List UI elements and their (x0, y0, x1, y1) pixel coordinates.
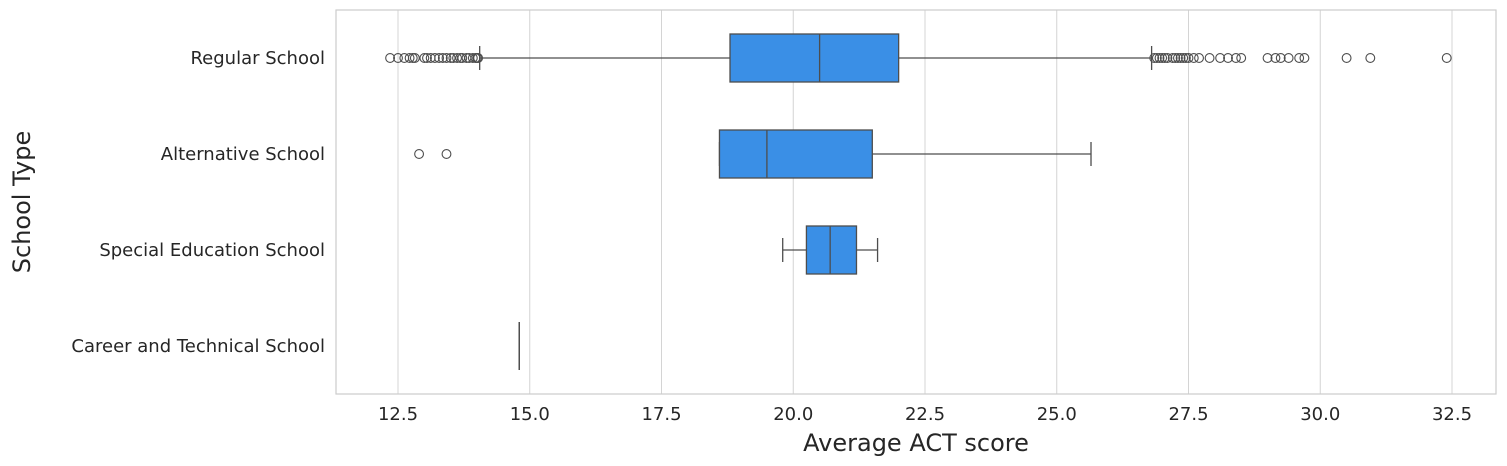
outlier-point (473, 53, 484, 63)
outlier-point (1167, 53, 1178, 63)
outlier-point (1175, 53, 1186, 63)
outlier-point (429, 53, 440, 63)
grid-lines (397, 10, 1453, 394)
y-tick-label: Special Education School (99, 240, 325, 261)
box-iqr (729, 33, 900, 83)
outlier-point (399, 53, 410, 63)
outlier-point (393, 53, 403, 63)
x-tick-label: 25.0 (1037, 404, 1077, 425)
outlier-point (1149, 53, 1160, 63)
x-tick-label: 12.5 (378, 404, 418, 425)
outlier-point (434, 53, 445, 63)
outlier-point (1294, 53, 1305, 63)
outlier-point (1236, 53, 1247, 63)
outlier-point (1204, 53, 1215, 63)
plot-area-frame (335, 9, 1497, 395)
outlier-point (1365, 53, 1376, 63)
outlier-point (1270, 53, 1281, 63)
outlier-point (1157, 53, 1168, 63)
outlier-point (467, 53, 478, 63)
outlier-point (437, 53, 448, 63)
x-axis-ticks: 12.5 15.0 17.5 20.0 22.5 25.0 27.5 30.0 32.5 (378, 404, 1472, 425)
outlier-point (441, 53, 452, 63)
box-iqr (805, 225, 858, 275)
outlier-point (1230, 53, 1241, 63)
y-axis-title: School Type (8, 131, 36, 273)
x-axis-title: Average ACT score (803, 429, 1029, 457)
x-tick-label: 15.0 (510, 404, 550, 425)
outlier-point (1151, 53, 1162, 63)
outlier-point (1262, 53, 1273, 63)
outlier-point (404, 53, 415, 63)
outlier-point (414, 149, 425, 159)
outlier-point (422, 53, 432, 63)
y-tick-label: Career and Technical School (71, 336, 325, 357)
box-group (385, 33, 1452, 83)
y-axis-ticks: Regular School Alternative School Special … (71, 48, 325, 357)
x-tick-label: 32.5 (1432, 404, 1472, 425)
box-group (414, 129, 1092, 179)
outlier-point (1162, 53, 1173, 63)
outlier-point (1159, 53, 1170, 63)
outlier-point (452, 53, 462, 63)
outlier-point (1178, 53, 1189, 63)
outlier-point (419, 53, 430, 63)
box-iqr (718, 129, 873, 179)
outlier-point (385, 53, 396, 63)
x-tick-label: 17.5 (641, 404, 681, 425)
outlier-point (1194, 53, 1204, 63)
outlier-point (1299, 53, 1310, 63)
x-tick-label: 30.0 (1300, 404, 1340, 425)
outlier-point (1188, 53, 1199, 63)
outlier-point (1275, 53, 1286, 63)
box-layer (385, 33, 1452, 370)
box-group (782, 225, 879, 275)
outlier-point (1170, 53, 1181, 63)
outlier-point (1154, 53, 1165, 63)
outlier-point (1183, 53, 1194, 63)
outlier-point (457, 53, 468, 63)
x-tick-label: 27.5 (1168, 404, 1208, 425)
outlier-point (445, 53, 456, 63)
y-tick-label: Regular School (190, 48, 325, 69)
outlier-point (1180, 53, 1191, 63)
outlier-point (1441, 53, 1452, 63)
outlier-point (441, 149, 452, 159)
outlier-point (1215, 53, 1226, 63)
outlier-point (1283, 53, 1294, 63)
outlier-point (1223, 53, 1233, 63)
x-tick-label: 22.5 (905, 404, 945, 425)
x-tick-label: 20.0 (773, 404, 813, 425)
outlier-point (1173, 53, 1183, 63)
y-tick-label: Alternative School (161, 144, 325, 165)
outlier-point (409, 53, 420, 63)
outlier-point (1341, 53, 1352, 63)
